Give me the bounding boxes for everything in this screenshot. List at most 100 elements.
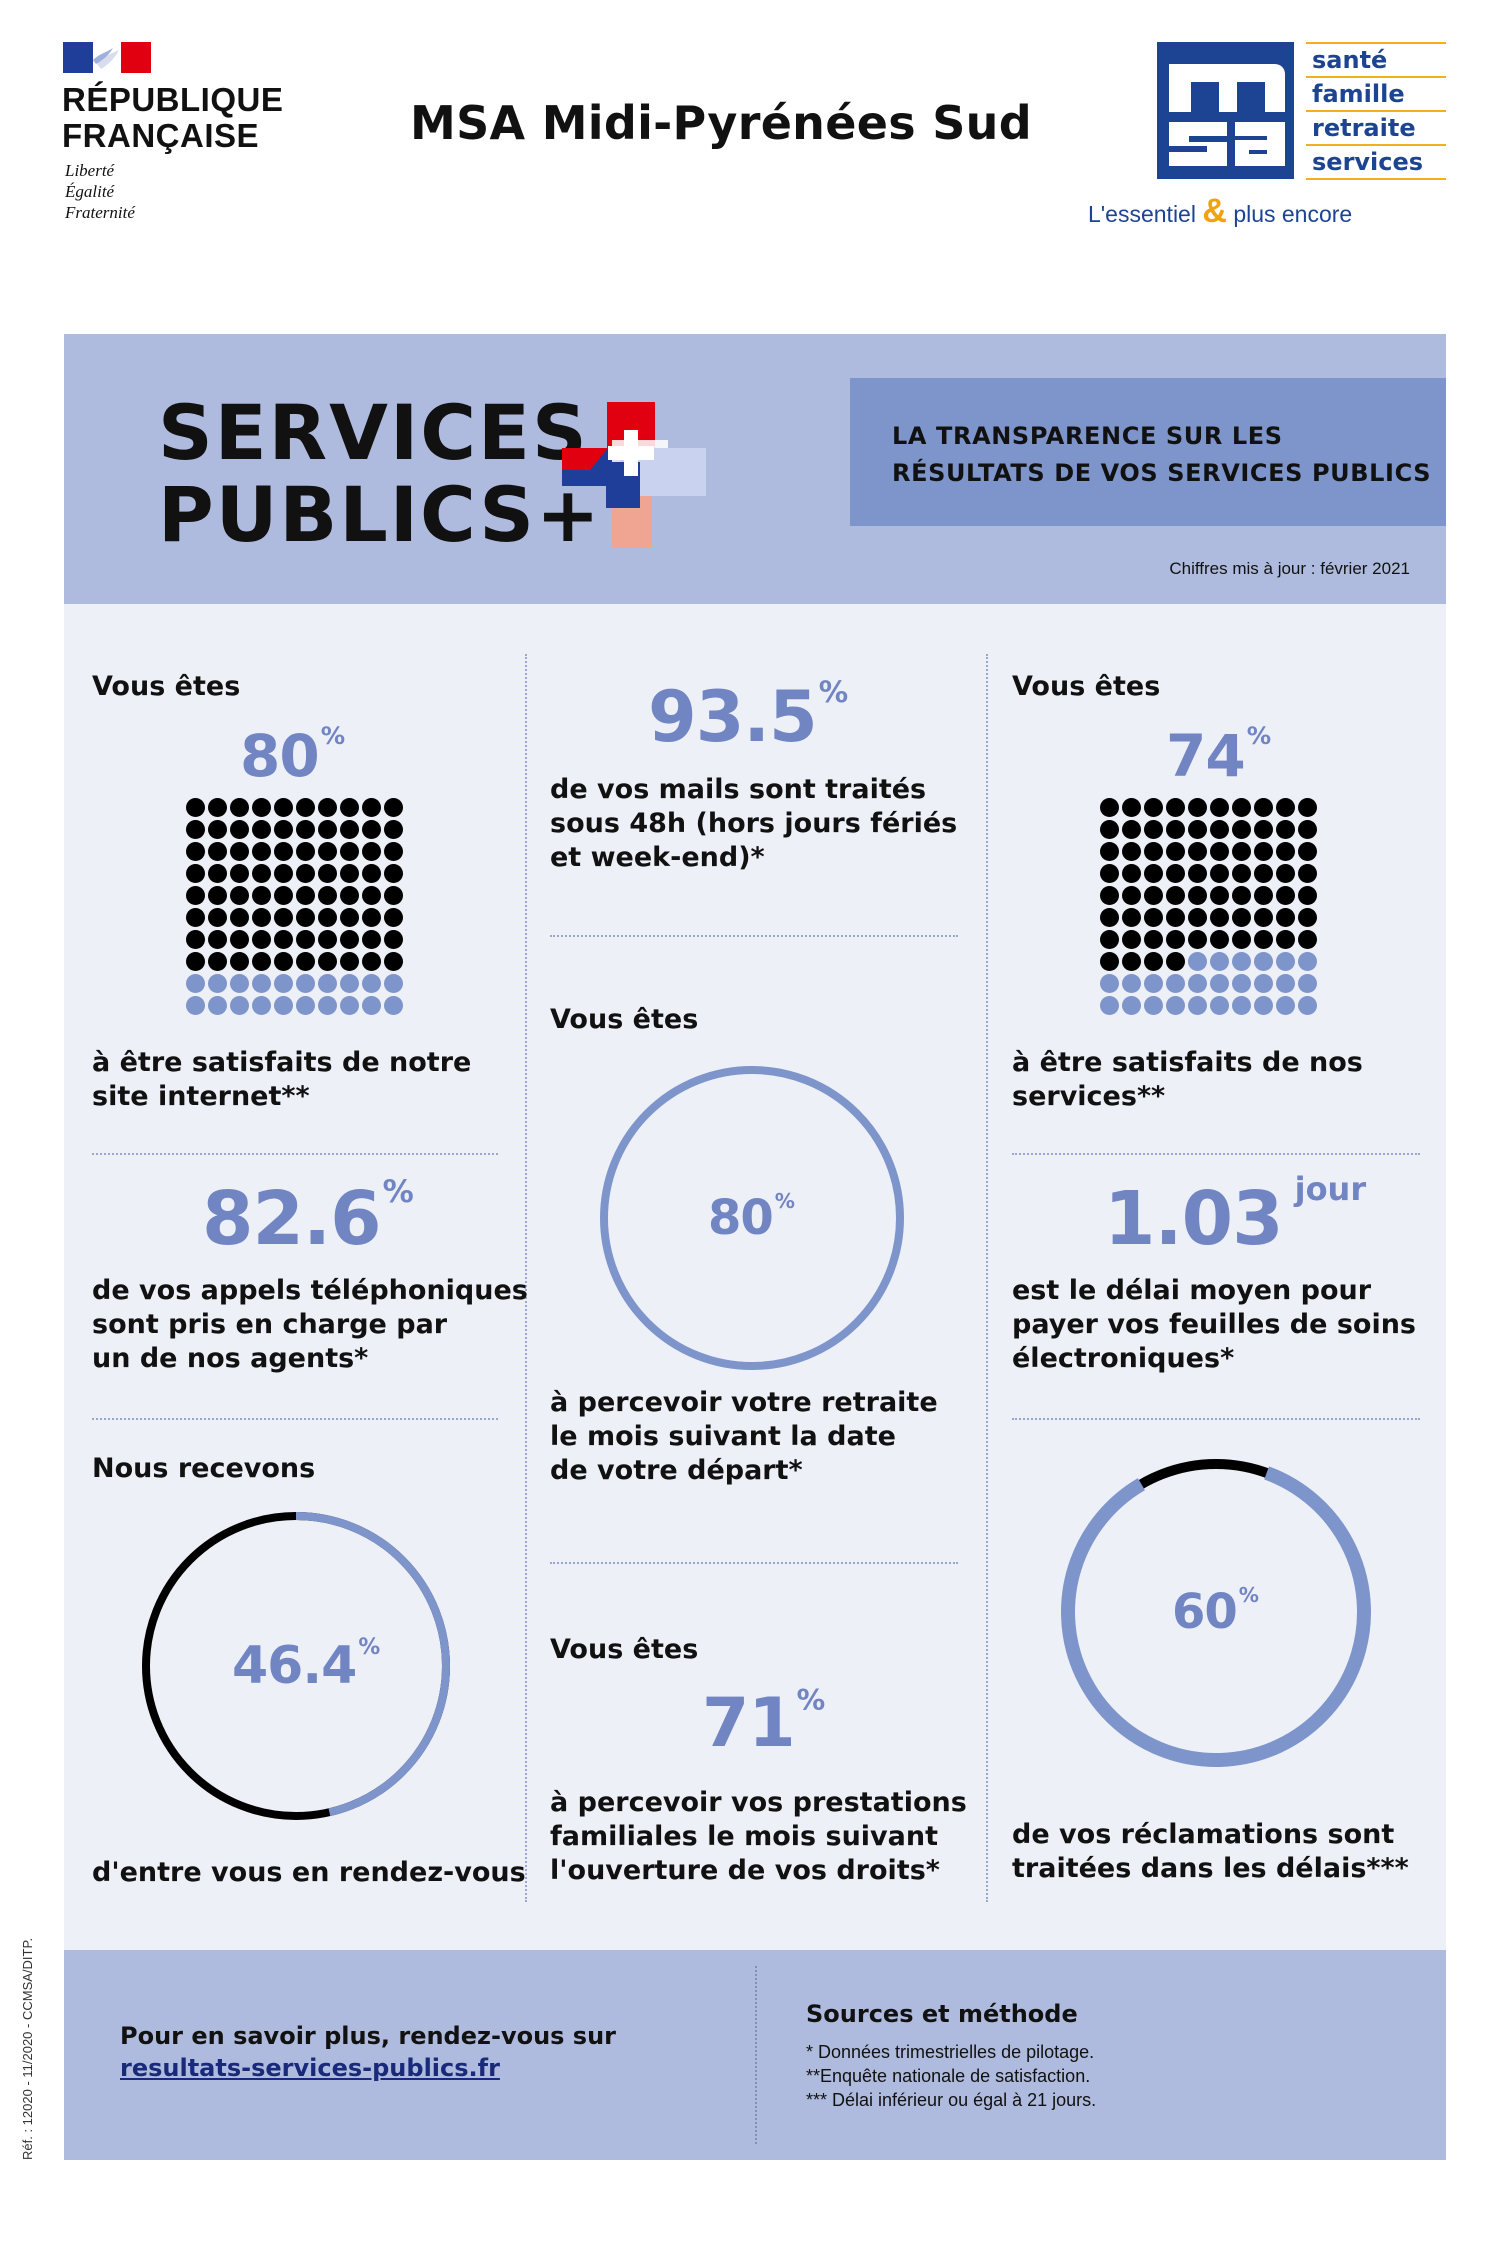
percent-dot: [362, 798, 381, 817]
transparency-box: [850, 378, 1446, 526]
row-divider: [1012, 1153, 1420, 1155]
website-number: 80: [240, 722, 320, 790]
percent-dot: [274, 798, 293, 817]
percent-dot: [1188, 930, 1207, 949]
percent-dot: [1188, 886, 1207, 905]
msa-tag-famille: famille: [1306, 78, 1446, 112]
percent-dot: [252, 974, 271, 993]
percent-dot: [186, 842, 205, 861]
family-unit: %: [796, 1682, 826, 1717]
percent-dot: [1232, 886, 1251, 905]
column-divider-right: [986, 654, 988, 1902]
footer-divider: [755, 1966, 757, 2144]
percent-dot: [296, 842, 315, 861]
percent-dot: [296, 886, 315, 905]
update-date: Chiffres mis à jour : février 2021: [1169, 559, 1410, 578]
percent-dot: [1210, 886, 1229, 905]
percent-dot: [208, 974, 227, 993]
retirement-desc-line3: de votre départ*: [550, 1455, 803, 1486]
percent-dot: [1166, 820, 1185, 839]
percent-dot: [274, 886, 293, 905]
family-desc-line3: l'ouverture de vos droits*: [550, 1855, 940, 1886]
percent-dot: [1210, 842, 1229, 861]
percent-dot: [186, 952, 205, 971]
percent-dot: [318, 908, 337, 927]
payment-desc-line1: est le délai moyen pour: [1012, 1275, 1372, 1306]
row-divider: [92, 1153, 498, 1155]
slogan-ampersand: &: [1202, 192, 1227, 230]
percent-dot: [1254, 842, 1273, 861]
source-item: **Enquête nationale de satisfaction.: [806, 2066, 1091, 2086]
percent-dot: [1276, 842, 1295, 861]
percent-dot: [296, 974, 315, 993]
percent-dot: [1232, 996, 1251, 1015]
republic-motto: Liberté Égalité Fraternité: [65, 160, 135, 223]
appointments-unit: %: [358, 1634, 381, 1660]
services-publics-cross-logo: [562, 402, 706, 548]
percent-dot: [274, 842, 293, 861]
percent-dot: [1232, 820, 1251, 839]
percent-dot: [340, 952, 359, 971]
percent-dot: [340, 864, 359, 883]
percent-dot: [296, 952, 315, 971]
percent-dot: [252, 798, 271, 817]
calls-value: 82.6%: [202, 1174, 414, 1262]
percent-dot: [318, 864, 337, 883]
calls-description: de vos appels téléphoniques sont pris en…: [92, 1274, 528, 1376]
percent-dot: [1166, 952, 1185, 971]
percent-dot: [208, 952, 227, 971]
row-divider: [1012, 1418, 1420, 1420]
percent-dot: [230, 908, 249, 927]
retirement-value: 80%: [708, 1189, 795, 1246]
motto-liberte: Liberté: [65, 161, 115, 180]
percent-dot: [340, 974, 359, 993]
percent-dot: [252, 996, 271, 1015]
percent-dot: [1232, 798, 1251, 817]
percent-dot: [1254, 908, 1273, 927]
percent-dot: [340, 908, 359, 927]
percent-dot: [1144, 996, 1163, 1015]
percent-dot: [1188, 864, 1207, 883]
percent-dot: [384, 864, 403, 883]
payment-desc-line2: payer vos feuilles de soins: [1012, 1309, 1416, 1340]
percent-dot: [1254, 820, 1273, 839]
percent-dot: [1298, 842, 1317, 861]
percent-dot: [362, 886, 381, 905]
sources-list: * Données trimestrielles de pilotage. **…: [806, 2040, 1096, 2112]
percent-dot: [208, 864, 227, 883]
percent-dot: [1100, 930, 1119, 949]
percent-dot: [230, 842, 249, 861]
mails-desc-line2: sous 48h (hors jours fériés: [550, 808, 958, 839]
percent-dot: [384, 996, 403, 1015]
percent-dot: [1298, 996, 1317, 1015]
percent-dot: [1254, 886, 1273, 905]
services-description: à être satisfaits de nos services**: [1012, 1046, 1363, 1114]
percent-dot: [1298, 930, 1317, 949]
claims-desc-line2: traitées dans les délais***: [1012, 1853, 1409, 1884]
percent-dot: [1232, 908, 1251, 927]
percent-dot: [362, 842, 381, 861]
percent-dot: [1298, 820, 1317, 839]
retirement-unit: %: [774, 1189, 795, 1213]
payment-desc-line3: électroniques*: [1012, 1343, 1235, 1374]
claims-value: 60%: [1172, 1583, 1259, 1640]
mails-unit: %: [818, 674, 849, 709]
percent-dot: [1188, 996, 1207, 1015]
calls-desc-line2: sont pris en charge par: [92, 1309, 448, 1340]
motto-fraternite: Fraternité: [65, 203, 135, 222]
website-dot-grid: [186, 798, 406, 1018]
percent-dot: [1122, 908, 1141, 927]
claims-unit: %: [1238, 1583, 1259, 1607]
claims-description: de vos réclamations sont traitées dans l…: [1012, 1818, 1409, 1886]
services-value: 74%: [1166, 721, 1271, 790]
percent-dot: [1254, 996, 1273, 1015]
percent-dot: [1122, 886, 1141, 905]
percent-dot: [362, 974, 381, 993]
percent-dot: [186, 930, 205, 949]
results-website-link[interactable]: resultats-services-publics.fr: [120, 2054, 500, 2082]
percent-dot: [296, 820, 315, 839]
percent-dot: [384, 952, 403, 971]
percent-dot: [340, 798, 359, 817]
percent-dot: [1254, 974, 1273, 993]
percent-dot: [208, 886, 227, 905]
